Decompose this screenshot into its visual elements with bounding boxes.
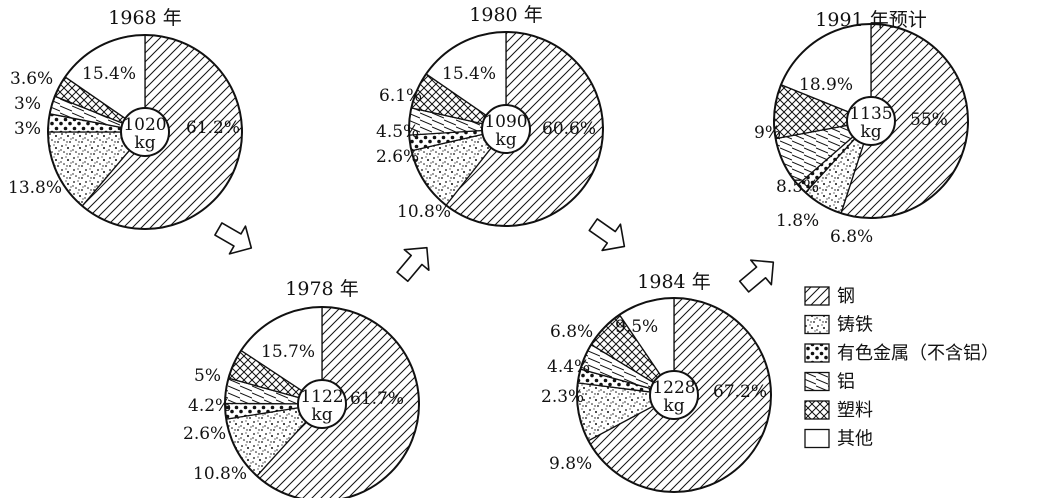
legend-item-有色金属不含铝: 有色金属（不含铝） bbox=[804, 343, 999, 364]
data-label-有色金属不含铝: 2.3% bbox=[541, 387, 584, 407]
pie-title: 1984 年 bbox=[637, 271, 710, 293]
pie-center-value: 1228 bbox=[652, 378, 695, 398]
legend-item-铸铁: 铸铁 bbox=[804, 314, 873, 336]
data-label-铝: 3% bbox=[14, 94, 41, 114]
data-label-铸铁: 9.8% bbox=[549, 454, 592, 474]
data-label-铝: 4.5% bbox=[376, 122, 419, 142]
data-label-塑料: 6.1% bbox=[379, 86, 422, 106]
legend-swatch bbox=[804, 286, 830, 306]
data-label-塑料: 9% bbox=[754, 123, 781, 143]
arrow-1980-to-1984 bbox=[588, 218, 626, 252]
data-label-其他: 9.5% bbox=[615, 317, 658, 337]
pie-center-unit: kg bbox=[860, 122, 881, 142]
data-label-铸铁: 13.8% bbox=[8, 178, 62, 198]
data-label-钢: 61.7% bbox=[350, 389, 404, 409]
legend-label: 铸铁 bbox=[837, 315, 873, 336]
data-label-有色金属不含铝: 2.6% bbox=[376, 147, 419, 167]
arrow-1984-to-1991 bbox=[738, 259, 775, 293]
pie-outline bbox=[224, 306, 420, 498]
pie-outline bbox=[773, 23, 969, 219]
legend-label: 有色金属（不含铝） bbox=[837, 343, 999, 364]
legend-swatch bbox=[804, 314, 830, 335]
legend-swatch bbox=[804, 400, 830, 420]
data-label-铝: 8.5% bbox=[776, 177, 819, 197]
data-label-钢: 60.6% bbox=[542, 119, 596, 139]
pie-title: 1978 年 bbox=[285, 278, 358, 300]
pie-center-unit: kg bbox=[663, 396, 684, 416]
pie-center-value: 1090 bbox=[484, 112, 527, 132]
pie-outline bbox=[408, 31, 604, 227]
data-label-其他: 15.7% bbox=[261, 342, 315, 362]
legend-swatch bbox=[804, 371, 830, 392]
arrow-1978-to-1980 bbox=[396, 246, 430, 283]
data-label-塑料: 5% bbox=[194, 366, 221, 386]
legend-item-塑料: 塑料 bbox=[804, 400, 873, 421]
pie-center-value: 1135 bbox=[849, 104, 892, 124]
data-label-有色金属不含铝: 3% bbox=[14, 119, 41, 139]
data-label-铝: 4.4% bbox=[547, 357, 590, 377]
pie-center-value: 1122 bbox=[300, 387, 343, 407]
pie-center-hole bbox=[481, 104, 531, 154]
pie-center-hole bbox=[297, 379, 347, 429]
legend-label: 铝 bbox=[837, 372, 855, 393]
data-label-其他: 15.4% bbox=[82, 64, 136, 84]
pie-center-hole bbox=[846, 96, 896, 146]
pie-center-hole bbox=[120, 107, 170, 157]
legend-item-钢: 钢 bbox=[804, 286, 855, 307]
data-label-钢: 67.2% bbox=[713, 382, 767, 402]
legend-item-其他: 其他 bbox=[804, 428, 873, 450]
data-label-塑料: 3.6% bbox=[10, 69, 53, 89]
data-label-有色金属不含铝: 2.6% bbox=[183, 424, 226, 444]
pie-title: 1991 年预计 bbox=[815, 9, 926, 31]
arrow-1968-to-1978 bbox=[214, 222, 253, 255]
pie-outline bbox=[576, 297, 772, 493]
data-label-铸铁: 10.8% bbox=[397, 202, 451, 222]
legend-swatch bbox=[804, 428, 830, 449]
pie-center-unit: kg bbox=[311, 405, 332, 425]
pie-outline bbox=[47, 34, 243, 230]
pie-center-value: 1020 bbox=[123, 115, 166, 135]
legend-label: 其他 bbox=[837, 429, 873, 450]
legend-label: 塑料 bbox=[837, 400, 873, 421]
data-label-塑料: 6.8% bbox=[550, 322, 593, 342]
data-label-有色金属不含铝: 1.8% bbox=[776, 211, 819, 231]
pie-center-unit: kg bbox=[495, 130, 516, 150]
data-label-其他: 15.4% bbox=[442, 64, 496, 84]
legend-swatch bbox=[804, 343, 830, 363]
legend-label: 钢 bbox=[837, 286, 855, 307]
data-label-钢: 61.2% bbox=[186, 118, 240, 138]
data-label-铝: 4.2% bbox=[188, 396, 231, 416]
pie-center-unit: kg bbox=[134, 133, 155, 153]
pie-center-hole bbox=[649, 370, 699, 420]
data-label-其他: 18.9% bbox=[799, 75, 853, 95]
data-label-铸铁: 10.8% bbox=[193, 464, 247, 484]
data-label-钢: 55% bbox=[910, 110, 948, 130]
legend-item-铝: 铝 bbox=[804, 371, 855, 393]
pie-title: 1968 年 bbox=[108, 7, 181, 29]
data-label-铸铁: 6.8% bbox=[830, 227, 873, 247]
pie-title: 1980 年 bbox=[469, 4, 542, 26]
